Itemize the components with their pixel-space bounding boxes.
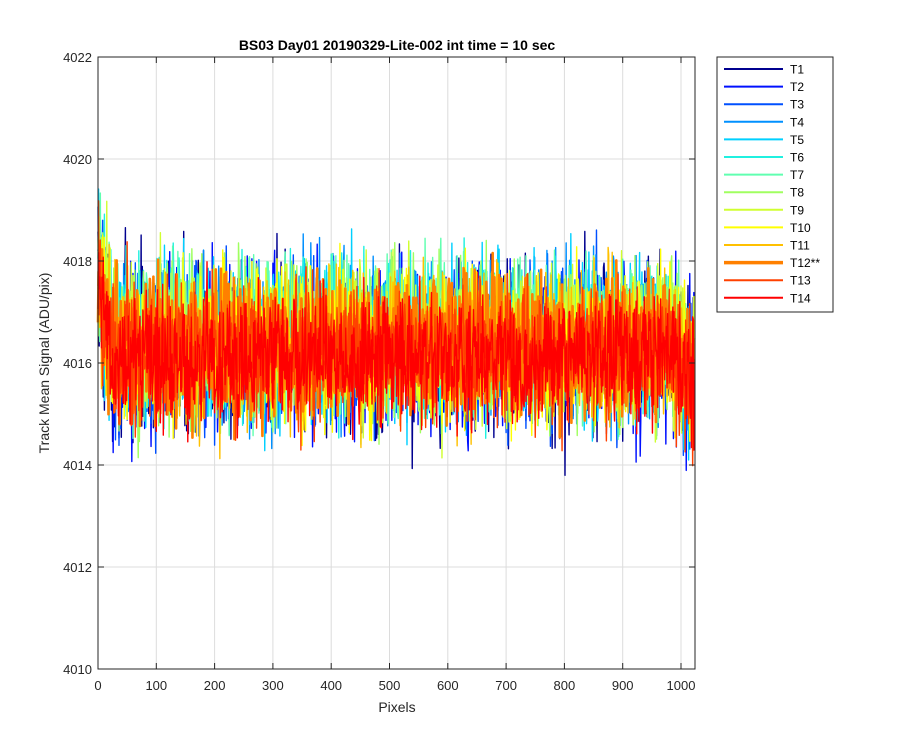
series-group — [96, 188, 696, 477]
legend-label: T6 — [790, 151, 804, 165]
legend-label: T7 — [790, 168, 804, 182]
legend-label: T14 — [790, 291, 811, 305]
legend-label: T3 — [790, 98, 804, 112]
legend-label: T4 — [790, 115, 804, 129]
x-tick-label: 200 — [204, 678, 226, 693]
x-tick-label: 800 — [554, 678, 576, 693]
x-tick-label: 100 — [145, 678, 167, 693]
series-line-t14 — [97, 252, 696, 451]
legend-label: T10 — [790, 221, 811, 235]
legend-box — [716, 56, 834, 313]
y-tick-label: 4022 — [63, 50, 92, 65]
legend: T1 T2 T3 T4 T5 T6 T7 T8 T9 T10 T11 T12** T13 T14 — [716, 56, 834, 313]
x-tick-label: 1000 — [667, 678, 696, 693]
y-tick-label: 4010 — [63, 662, 92, 677]
y-tick-label: 4016 — [63, 356, 92, 371]
y-tick-label: 4018 — [63, 254, 92, 269]
x-tick-labels: 0 100 200 300 400 500 600 700 800 900 1000 — [94, 678, 695, 693]
x-tick-label: 700 — [495, 678, 517, 693]
legend-label: T12** — [790, 256, 820, 270]
chart-title: BS03 Day01 20190329-Lite-002 int time = … — [239, 37, 556, 53]
plot-area — [96, 56, 696, 670]
y-tick-label: 4020 — [63, 152, 92, 167]
x-tick-label: 500 — [379, 678, 401, 693]
x-tick-label: 300 — [262, 678, 284, 693]
legend-label: T13 — [790, 274, 811, 288]
x-axis-label: Pixels — [378, 699, 415, 715]
y-tick-labels: 4010 4012 4014 4016 4018 4020 4022 — [63, 50, 92, 677]
legend-label: T8 — [790, 186, 804, 200]
legend-label: T1 — [790, 63, 804, 77]
legend-label: T2 — [790, 80, 804, 94]
legend-items: T1 T2 T3 T4 T5 T6 T7 T8 T9 T10 T11 T12** T13 T14 — [724, 63, 820, 305]
y-tick-label: 4014 — [63, 458, 92, 473]
x-tick-label: 400 — [320, 678, 342, 693]
legend-label: T11 — [790, 239, 810, 253]
x-tick-label: 900 — [612, 678, 634, 693]
y-tick-label: 4012 — [63, 560, 92, 575]
x-tick-label: 0 — [94, 678, 101, 693]
legend-label: T9 — [790, 203, 804, 217]
x-tick-label: 600 — [437, 678, 459, 693]
legend-label: T5 — [790, 133, 804, 147]
tick-marks — [97, 56, 695, 670]
y-axis-label: Track Mean Signal (ADU/pix) — [36, 273, 52, 454]
